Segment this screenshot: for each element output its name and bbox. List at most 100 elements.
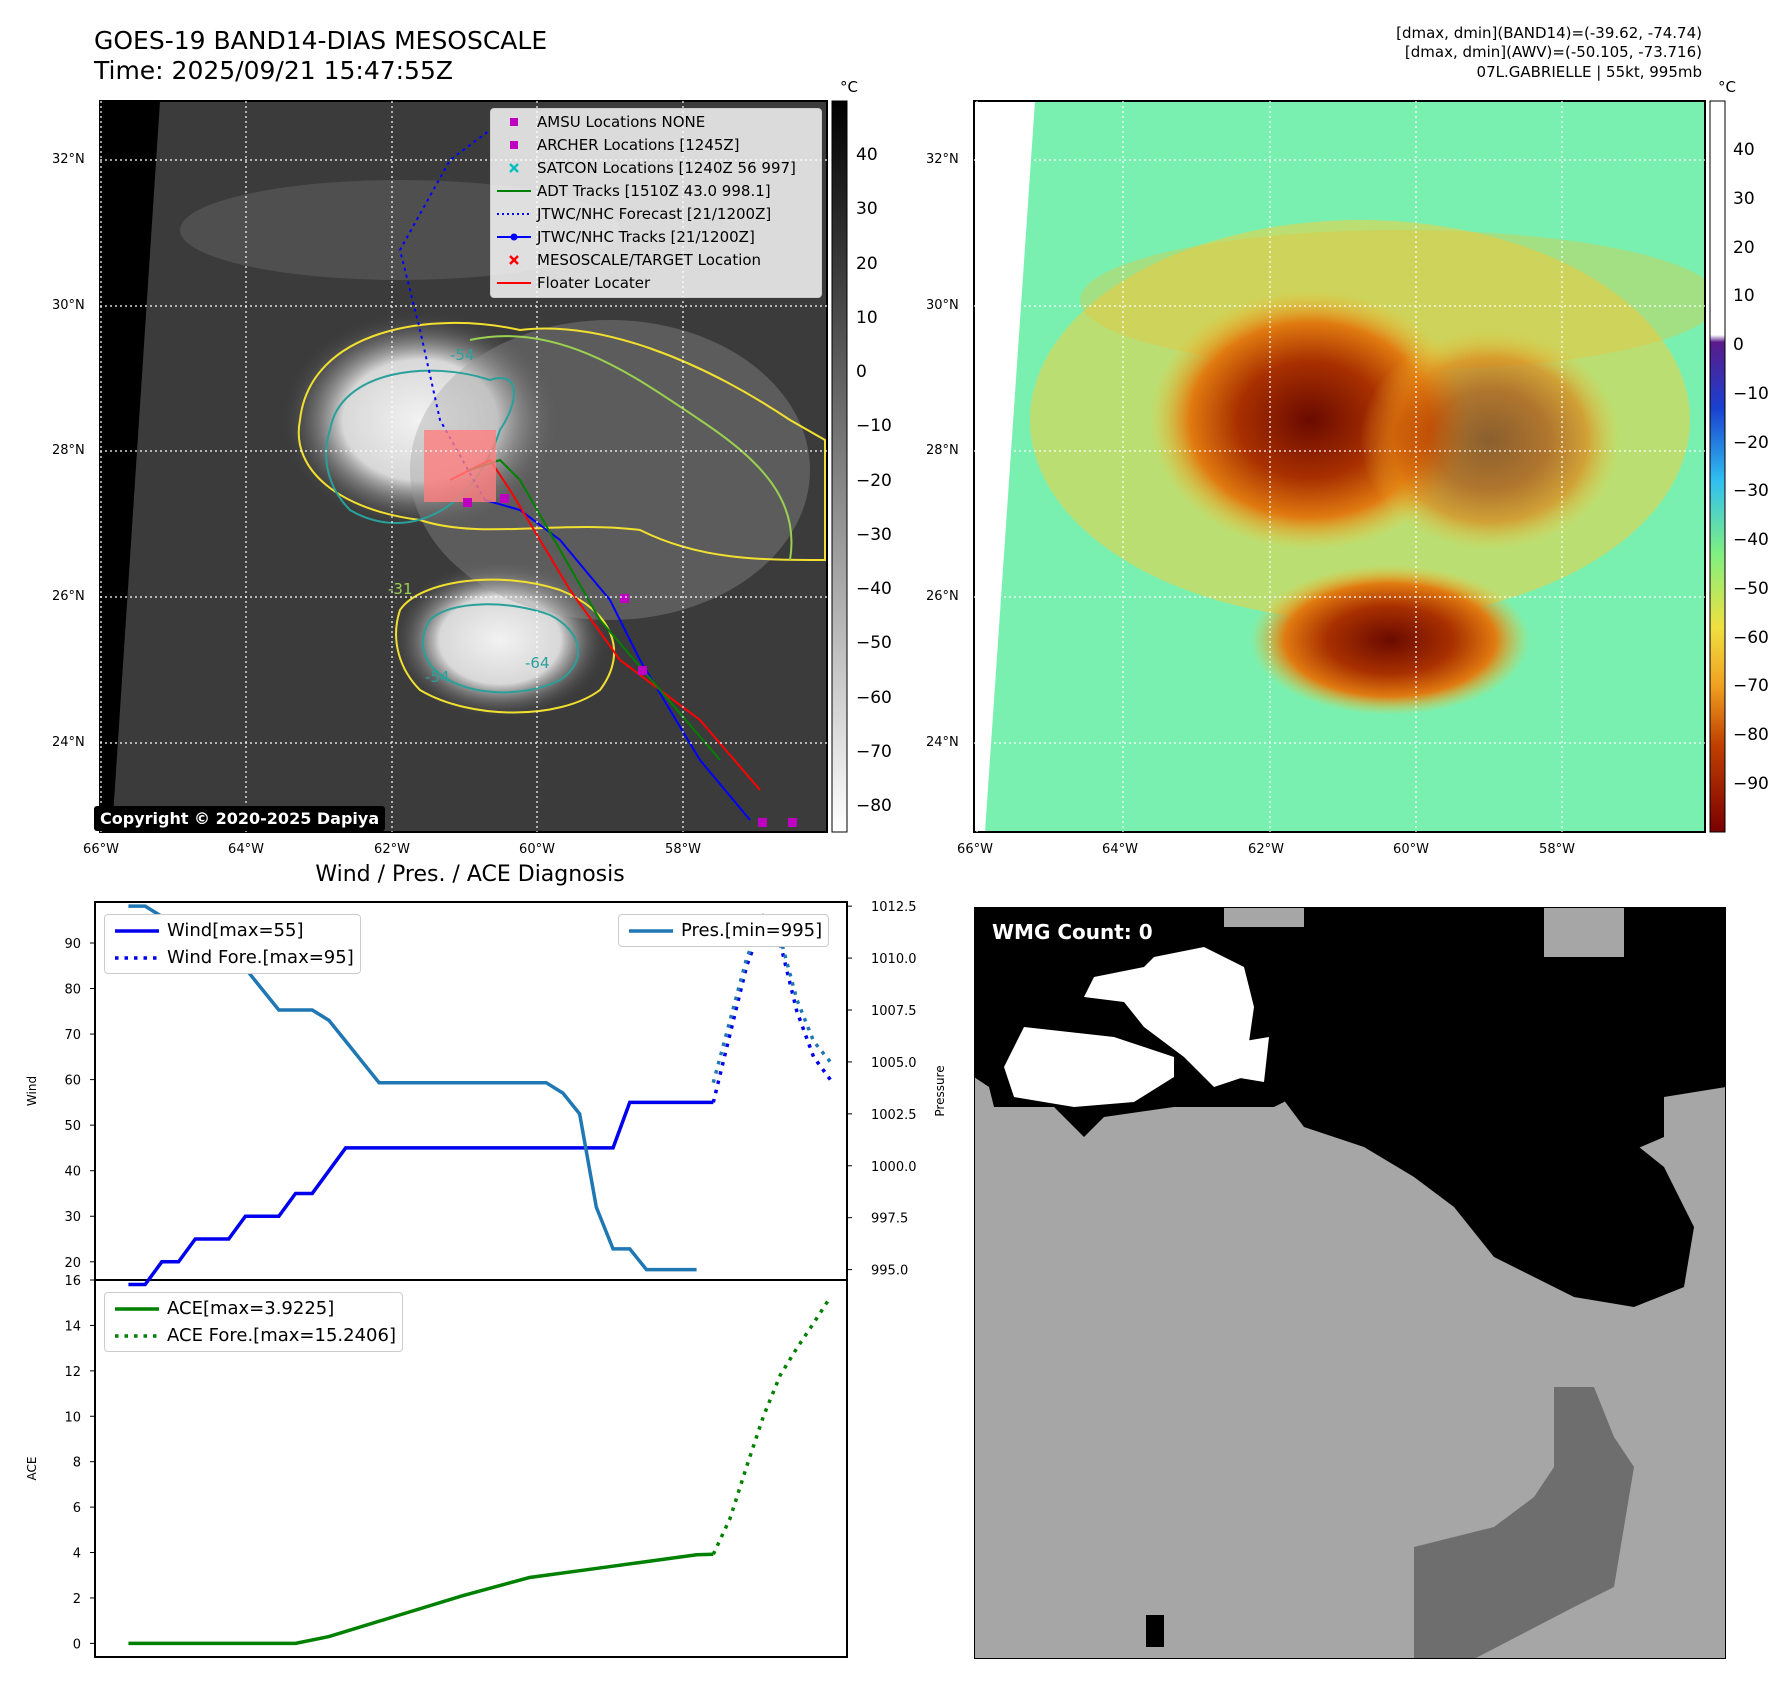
ace-plot-frame — [94, 1279, 848, 1658]
legend-line-icon — [115, 1307, 159, 1311]
legend-label: ACE Fore.[max=15.2406] — [167, 1325, 396, 1346]
lon-tick-label: 62°W — [374, 842, 410, 857]
legend-label: Pres.[min=995] — [681, 920, 823, 941]
ace-tick-label: 2 — [73, 1592, 81, 1607]
legend-symbol-icon — [497, 282, 531, 284]
contour-label: -31 — [388, 580, 413, 598]
wmg-count-label: WMG Count: 0 — [992, 920, 1153, 944]
pressure-tick-label: 995.0 — [871, 1264, 908, 1279]
legend-line-icon — [629, 929, 673, 933]
lat-tick-label: 24°N — [52, 735, 85, 750]
lat-tick-label: 32°N — [926, 152, 959, 167]
colorbar-tick-label: 10 — [856, 307, 878, 328]
ace-tick-label: 16 — [64, 1274, 81, 1289]
pressure-tick-label: 997.5 — [871, 1212, 908, 1227]
lon-tick-label: 64°W — [228, 842, 264, 857]
legend-symbol-icon — [509, 163, 519, 173]
legend-symbol-icon — [497, 213, 531, 215]
awv-colorbar-unit: °C — [1718, 78, 1736, 96]
wind-tick-label: 30 — [64, 1210, 81, 1225]
legend-label: ACE[max=3.9225] — [167, 1298, 335, 1319]
legend-label: ADT Tracks [1510Z 43.0 998.1] — [537, 182, 771, 200]
ace-legend: ACE[max=3.9225] ACE Fore.[max=15.2406] — [104, 1292, 403, 1352]
ace-series-line-1 — [711, 1296, 832, 1556]
legend-entry: ADT Tracks [1510Z 43.0 998.1] — [491, 180, 821, 203]
colorbar-tick-label: 20 — [856, 253, 878, 274]
legend-label: Wind[max=55] — [167, 920, 304, 941]
pressure-tick-label: 1000.0 — [871, 1160, 917, 1175]
info-line-3: 07L.GABRIELLE | 55kt, 995mb — [1476, 63, 1702, 81]
legend-line-icon — [115, 1334, 159, 1338]
ace-axis-label: ACE — [25, 1457, 39, 1481]
lat-tick-label: 32°N — [52, 152, 85, 167]
awv-gridlines — [974, 101, 1705, 832]
legend-entry: SATCON Locations [1240Z 56 997] — [491, 157, 821, 180]
lat-tick-label: 30°N — [52, 298, 85, 313]
diagnosis-chart: 2030405060708090995.0997.51000.01002.510… — [25, 900, 947, 1658]
ir-map-panel — [99, 100, 1726, 833]
colorbar-tick-label: 30 — [856, 199, 878, 220]
legend-label: Floater Locater — [537, 274, 651, 292]
wind-tick-label: 90 — [64, 937, 81, 952]
legend-label: SATCON Locations [1240Z 56 997] — [537, 159, 796, 177]
legend-symbol-icon — [509, 255, 519, 265]
legend-entry: Floater Locater — [491, 272, 821, 295]
colorbar-tick-label: 20 — [1733, 237, 1755, 258]
legend-entry: ARCHER Locations [1245Z] — [491, 134, 821, 157]
pressure-tick-label: 1007.5 — [871, 1004, 917, 1019]
figure-time: Time: 2025/09/21 15:47:55Z — [94, 56, 453, 85]
lon-tick-label: 58°W — [1539, 842, 1575, 857]
legend-entry: ACE[max=3.9225] — [111, 1295, 396, 1322]
legend-symbol-icon — [497, 233, 531, 241]
ace-tick-label: 12 — [64, 1365, 81, 1380]
colorbar-tick-label: −40 — [1733, 530, 1769, 551]
legend-entry: AMSU Locations NONE — [491, 111, 821, 134]
legend-entry: MESOSCALE/TARGET Location — [491, 249, 821, 272]
ace-tick-label: 10 — [64, 1410, 81, 1425]
lon-tick-label: 64°W — [1102, 842, 1138, 857]
colorbar-tick-label: −30 — [856, 524, 892, 545]
ace-tick-label: 8 — [73, 1456, 81, 1471]
colorbar-tick-label: −50 — [1733, 578, 1769, 599]
wind-tick-label: 40 — [64, 1165, 81, 1180]
colorbar-tick-label: −60 — [856, 687, 892, 708]
legend-entry: ACE Fore.[max=15.2406] — [111, 1322, 396, 1349]
lon-tick-label: 60°W — [1393, 842, 1429, 857]
pressure-axis-label: Pressure — [933, 1065, 947, 1116]
wmg-panel — [974, 907, 1726, 1659]
legend-symbol-icon — [510, 141, 518, 149]
colorbar-tick-label: −70 — [1733, 676, 1769, 697]
ir-colorbar — [831, 100, 848, 833]
lat-tick-label: 30°N — [926, 298, 959, 313]
legend-label: ARCHER Locations [1245Z] — [537, 136, 740, 154]
series-line-1 — [711, 916, 832, 1103]
legend-line-icon — [115, 929, 159, 933]
colorbar-tick-label: 30 — [1733, 188, 1755, 209]
colorbar-tick-label: −20 — [1733, 432, 1769, 453]
pressure-tick-label: 1002.5 — [871, 1108, 917, 1123]
colorbar-tick-label: 0 — [856, 362, 867, 382]
ace-series-line-0 — [128, 1552, 714, 1646]
ace-tick-label: 6 — [73, 1501, 81, 1516]
colorbar-tick-label: −90 — [1733, 774, 1769, 794]
lat-tick-label: 24°N — [926, 735, 959, 750]
figure-title: GOES-19 BAND14-DIAS MESOSCALE — [94, 26, 548, 55]
colorbar-tick-label: −70 — [856, 741, 892, 762]
lon-tick-label: 66°W — [957, 842, 993, 857]
copyright-badge: Copyright © 2020-2025 Dapiya — [94, 806, 386, 831]
ace-tick-label: 14 — [64, 1319, 81, 1334]
colorbar-tick-label: 10 — [1733, 286, 1755, 307]
wind-tick-label: 70 — [64, 1028, 81, 1043]
contour-label: -64 — [525, 654, 550, 672]
colorbar-tick-label: 40 — [856, 145, 878, 165]
legend-label: AMSU Locations NONE — [537, 113, 706, 131]
legend-label: JTWC/NHC Tracks [21/1200Z] — [537, 228, 755, 246]
pressure-tick-label: 1005.0 — [871, 1056, 917, 1071]
colorbar-tick-label: −60 — [1733, 627, 1769, 648]
lat-tick-label: 28°N — [926, 443, 959, 458]
colorbar-tick-label: −50 — [856, 633, 892, 654]
colorbar-tick-label: 0 — [1733, 335, 1744, 356]
awv-colorbar — [1709, 100, 1726, 833]
wind-tick-label: 50 — [64, 1119, 81, 1134]
legend-line-icon — [115, 956, 159, 960]
